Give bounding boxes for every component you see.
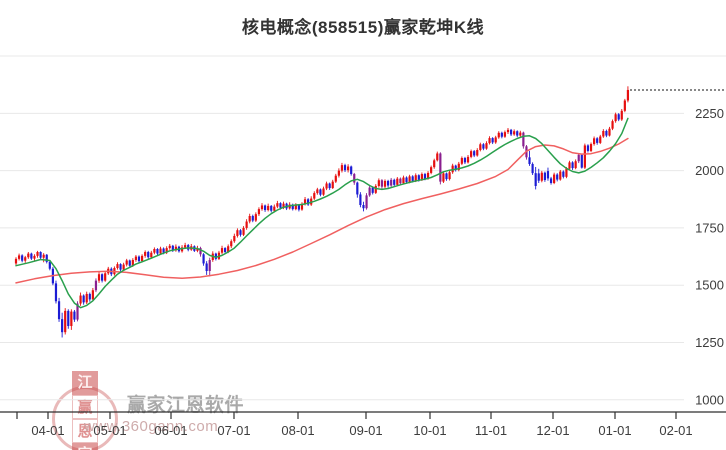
watermark-seal-char: 恩 [72,419,98,443]
svg-text:1500: 1500 [695,278,724,293]
svg-text:04-01: 04-01 [31,423,64,438]
svg-text:09-01: 09-01 [349,423,382,438]
watermark-url-text: www.360gann.com [84,418,219,435]
watermark-seal-char: 家 [72,443,98,450]
svg-text:2000: 2000 [695,163,724,178]
svg-text:1000: 1000 [695,392,724,407]
svg-text:10-01: 10-01 [413,423,446,438]
chart-title: 核电概念(858515)赢家乾坤K线 [241,18,485,37]
svg-text:06-01: 06-01 [154,423,187,438]
svg-text:02-01: 02-01 [659,423,692,438]
watermark-seal-logo: 江 赢 恩 家 [52,371,118,450]
svg-text:07-01: 07-01 [217,423,250,438]
svg-text:2250: 2250 [695,106,724,121]
svg-text:1750: 1750 [695,220,724,235]
svg-text:1250: 1250 [695,335,724,350]
svg-text:05-01: 05-01 [93,423,126,438]
watermark-seal-char: 江 [72,371,98,395]
svg-text:11-01: 11-01 [475,423,507,438]
svg-text:08-01: 08-01 [281,423,314,438]
svg-text:12-01: 12-01 [536,423,569,438]
svg-text:01-01: 01-01 [598,423,631,438]
